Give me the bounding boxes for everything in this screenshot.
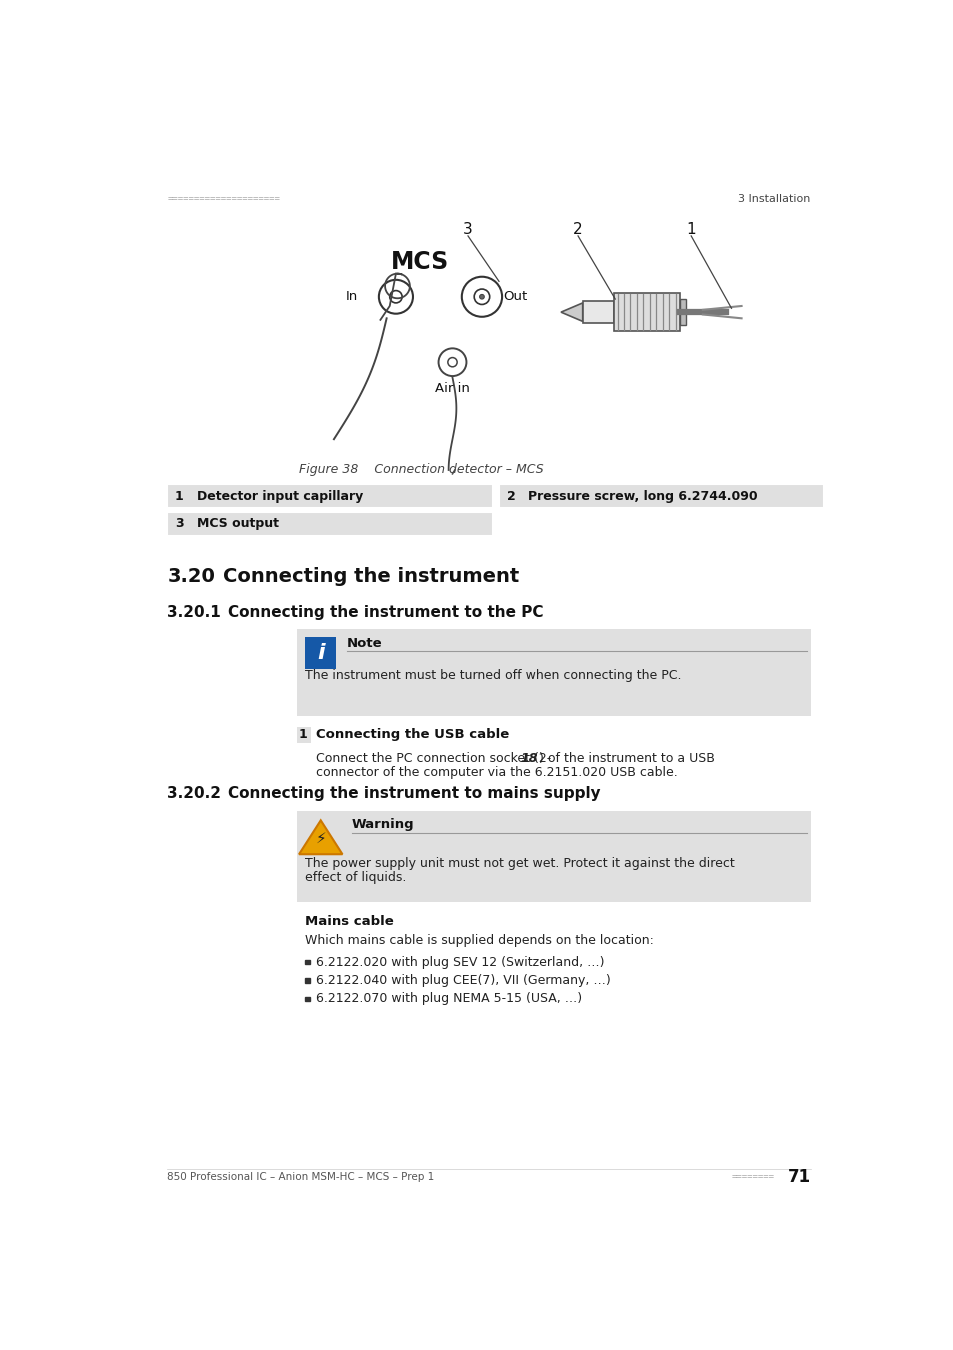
Text: Out: Out [503,290,527,304]
Text: Warning: Warning [352,818,414,832]
Text: 1: 1 [174,490,184,502]
Text: ========: ======== [731,1172,774,1181]
Text: 18: 18 [520,752,537,765]
Bar [613,293,679,331]
Text: 3: 3 [462,223,473,238]
Bar [297,728,311,743]
Text: 3.20.1: 3.20.1 [167,605,221,620]
Bar [167,512,493,536]
Polygon shape [298,821,342,855]
Bar [297,811,810,902]
Text: MCS output: MCS output [196,517,278,531]
Text: =====================: ===================== [167,194,280,204]
Text: The instrument must be turned off when connecting the PC.: The instrument must be turned off when c… [305,670,681,683]
Text: Which mains cable is supplied depends on the location:: Which mains cable is supplied depends on… [305,934,654,946]
Text: 3.20.2: 3.20.2 [167,786,221,801]
Text: Connecting the instrument: Connecting the instrument [223,567,518,586]
Bar [582,301,613,323]
Text: Air in: Air in [435,382,470,396]
Bar [305,996,310,1002]
Bar [305,979,310,983]
Text: The power supply unit must not get wet. Protect it against the direct: The power supply unit must not get wet. … [305,857,734,871]
Text: 3.20: 3.20 [167,567,215,586]
Text: Detector input capillary: Detector input capillary [196,490,363,502]
Text: MCS: MCS [391,250,449,274]
Text: Note: Note [347,637,382,649]
Circle shape [479,294,484,300]
Text: 1: 1 [685,223,696,238]
Text: Connect the PC connection socket (2-: Connect the PC connection socket (2- [315,752,551,765]
Text: ) of the instrument to a USB: ) of the instrument to a USB [538,752,715,765]
Text: Connecting the instrument to the PC: Connecting the instrument to the PC [228,605,542,620]
Text: 2: 2 [573,223,582,238]
Text: 1: 1 [298,729,308,741]
Text: 3 Installation: 3 Installation [738,194,810,204]
Text: effect of liquids.: effect of liquids. [305,871,406,884]
Text: 6.2122.070 with plug NEMA 5-15 (USA, …): 6.2122.070 with plug NEMA 5-15 (USA, …) [315,992,581,1006]
Text: 3: 3 [174,517,184,531]
Text: 71: 71 [786,1168,810,1185]
Text: Connecting the instrument to mains supply: Connecting the instrument to mains suppl… [228,786,599,801]
Bar [305,637,335,670]
Text: connector of the computer via the 6.2151.020 USB cable.: connector of the computer via the 6.2151… [315,765,678,779]
Text: In: In [345,290,357,304]
Text: ⚡: ⚡ [315,830,326,845]
Text: 6.2122.040 with plug CEE(7), VII (Germany, …): 6.2122.040 with plug CEE(7), VII (German… [315,973,610,987]
Text: i: i [316,643,324,663]
Text: 850 Professional IC – Anion MSM-HC – MCS – Prep 1: 850 Professional IC – Anion MSM-HC – MCS… [167,1172,435,1181]
Bar [498,483,823,509]
Bar [297,629,810,716]
Text: Figure 38    Connection detector – MCS: Figure 38 Connection detector – MCS [299,463,543,477]
Bar [679,300,685,325]
Polygon shape [560,302,582,321]
Text: Connecting the USB cable: Connecting the USB cable [315,729,509,741]
Bar [305,960,310,964]
Text: 2: 2 [506,490,515,502]
Bar [167,483,493,509]
Text: 6.2122.020 with plug SEV 12 (Switzerland, …): 6.2122.020 with plug SEV 12 (Switzerland… [315,956,604,968]
Text: Mains cable: Mains cable [305,915,394,927]
Text: Pressure screw, long 6.2744.090: Pressure screw, long 6.2744.090 [528,490,758,502]
